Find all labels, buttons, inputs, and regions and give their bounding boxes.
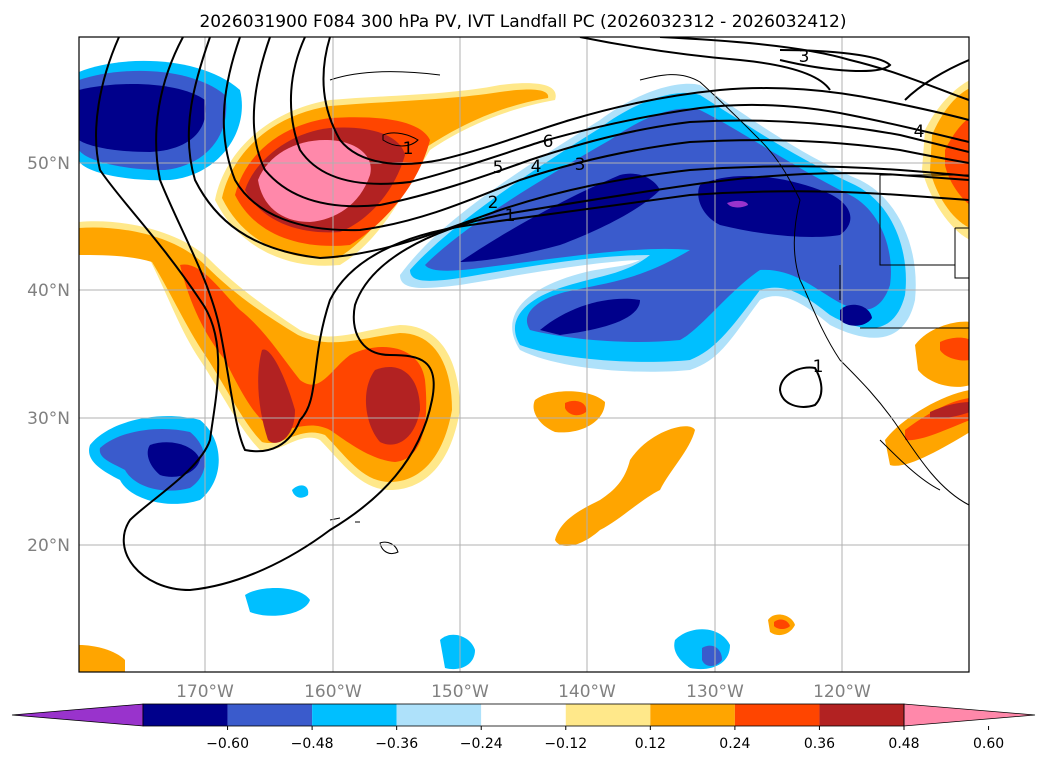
lat-label: 50°N (27, 154, 70, 174)
colorbar-tick-label: −0.24 (460, 736, 503, 752)
colorbar-segment (650, 704, 735, 726)
lat-label: 30°N (27, 409, 70, 429)
contour-label: 1 (813, 357, 824, 377)
contour-label: 4 (531, 157, 542, 177)
map-frame (78, 36, 970, 673)
colorbar-tick-label: 0.24 (719, 736, 750, 752)
contour-label: 2 (488, 193, 499, 213)
gridlines (79, 37, 969, 672)
lon-label: 120°W (813, 682, 871, 702)
contour-label: 3 (799, 47, 810, 67)
contour-label: 5 (493, 158, 504, 178)
contour-label: 4 (914, 122, 925, 142)
colorbar (11, 703, 1036, 730)
colorbar-tick-label: 0.36 (804, 736, 835, 752)
colorbar-tick-label: 0.48 (888, 736, 919, 752)
colorbar-segment (11, 703, 144, 727)
colorbar-segment (734, 704, 820, 726)
contour-labels: 3 4 6 5 4 3 2 1 1 1 (403, 47, 925, 377)
colorbar-segment (819, 704, 904, 726)
neg-anomaly-small (89, 416, 730, 670)
colorbar-tick-label: 0.60 (973, 736, 1004, 752)
lat-label: 20°N (27, 536, 70, 556)
colorbar-segment (312, 704, 397, 726)
colorbar-tick-label: −0.60 (206, 736, 249, 752)
colorbar-tick-label: −0.12 (544, 736, 587, 752)
lon-labels: 170°W 160°W 150°W 140°W 130°W 120°W (176, 682, 871, 702)
colorbar-outline (142, 703, 905, 727)
colorbar-segment (481, 704, 566, 726)
contour-label: 1 (403, 139, 414, 159)
colorbar-tick-label: −0.48 (291, 736, 334, 752)
lon-label: 130°W (686, 682, 744, 702)
lat-label: 40°N (27, 281, 70, 301)
contour-label: 1 (505, 206, 516, 226)
colorbar-tick-label: 0.12 (635, 736, 666, 752)
lon-label: 160°W (304, 682, 362, 702)
colorbar-segment (903, 703, 1036, 727)
coastlines (329, 71, 969, 555)
colorbar-segment (565, 704, 651, 726)
lat-labels: 50°N 40°N 30°N 20°N (27, 154, 70, 556)
colorbar-segment (396, 704, 482, 726)
lon-label: 140°W (558, 682, 616, 702)
colorbar-segment (227, 704, 313, 726)
lon-label: 170°W (176, 682, 234, 702)
pv-contours (95, 37, 969, 592)
contour-label: 3 (575, 155, 586, 175)
colorbar-tick-label: −0.36 (375, 736, 418, 752)
contour-label: 6 (543, 132, 554, 152)
lon-label: 150°W (431, 682, 489, 702)
colorbar-segment (143, 704, 228, 726)
colorbar-tick-labels: −0.60 −0.48 −0.36 −0.24 −0.12 0.12 0.24 0.36 0.4… (206, 736, 1004, 752)
chart-title: 2026031900 F084 300 hPa PV, IVT Landfall… (199, 12, 846, 32)
